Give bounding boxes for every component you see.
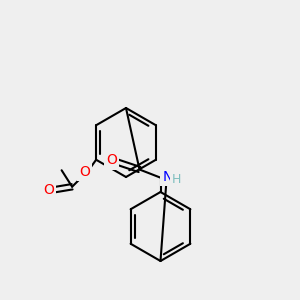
Text: O: O [79, 165, 90, 179]
Text: N: N [162, 170, 172, 184]
Text: H: H [172, 173, 181, 186]
Text: O: O [43, 183, 54, 197]
Text: O: O [106, 154, 117, 167]
